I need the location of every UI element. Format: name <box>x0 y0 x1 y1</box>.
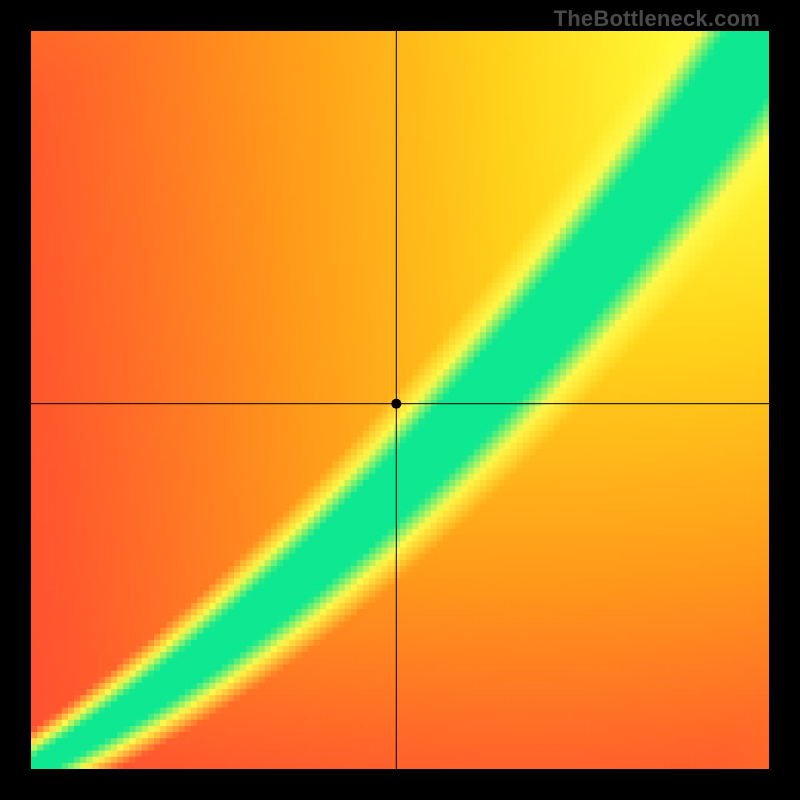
chart-container: TheBottleneck.com <box>0 0 800 800</box>
heatmap-canvas <box>31 31 769 769</box>
heatmap-frame <box>31 31 769 769</box>
watermark-text: TheBottleneck.com <box>554 6 760 32</box>
